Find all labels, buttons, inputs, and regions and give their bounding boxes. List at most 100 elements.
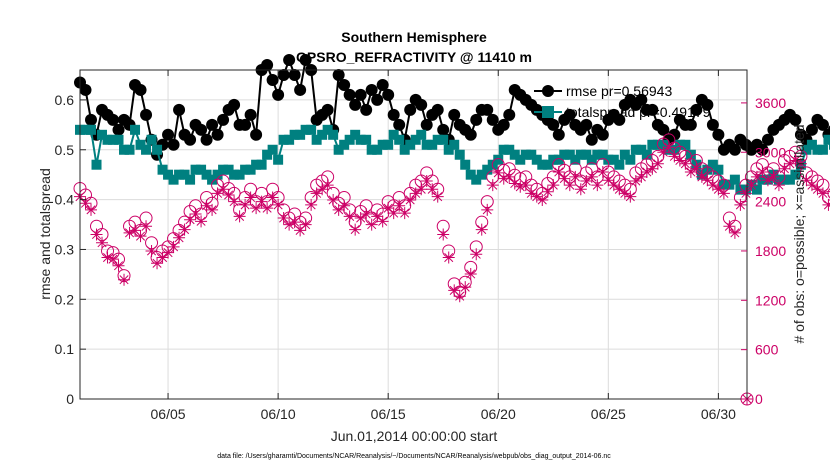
x-tick-label: 06/15 [371, 406, 406, 422]
assimilated-point [140, 220, 153, 233]
totalspread-point [823, 134, 830, 145]
rmse-point [239, 118, 252, 131]
assimilated-point [822, 198, 830, 211]
totalspread-point [790, 169, 801, 180]
assimilated-point [684, 165, 697, 178]
rmse-point [552, 128, 565, 141]
assimilated-point [794, 157, 807, 170]
totalspread-point [179, 169, 190, 180]
totalspread-point [289, 129, 300, 140]
rmse-point [486, 113, 499, 126]
totalspread-point [581, 149, 592, 160]
totalspread-point [234, 169, 245, 180]
totalspread-point [603, 154, 614, 165]
totalspread-point [333, 144, 344, 155]
legend-spread-label: totalspread pr=0.49179 [566, 104, 711, 120]
assimilated-point [816, 187, 829, 200]
totalspread-point [608, 154, 619, 165]
y-tick-label: 0.5 [55, 142, 75, 158]
totalspread-point [157, 164, 168, 175]
assimilated-point [651, 157, 664, 170]
assimilated-point [415, 183, 428, 196]
totalspread-point [141, 144, 152, 155]
assimilated-point [85, 203, 98, 216]
totalspread-point [388, 129, 399, 140]
assimilated-point [514, 180, 527, 193]
assimilated-point [343, 210, 356, 223]
assimilated-point [805, 179, 818, 192]
rmse-point [206, 118, 219, 131]
totalspread-point [713, 164, 724, 175]
assimilated-point [706, 179, 719, 192]
assimilated-point [118, 273, 131, 286]
totalspread-point [718, 179, 729, 190]
assimilated-point [800, 174, 813, 187]
totalspread-point [185, 174, 196, 185]
y-right-tick-label: 1200 [755, 292, 786, 308]
y-axis-right-label: # of obs: o=possible; ×=assimilated [791, 124, 807, 343]
assimilated-point [129, 224, 142, 237]
rmse-point [448, 108, 461, 121]
assimilated-point [789, 154, 802, 167]
rmse-point [684, 118, 697, 131]
totalspread-point [498, 144, 509, 155]
assimilated-point [536, 193, 549, 206]
totalspread-point [806, 139, 817, 150]
rmse-point [382, 88, 395, 101]
assimilated-point [464, 267, 477, 280]
assimilated-point [398, 207, 411, 220]
totalspread-point [729, 174, 740, 185]
rmse-point [349, 98, 362, 111]
assimilated-point [250, 202, 263, 215]
totalspread-point [735, 184, 746, 195]
assimilated-point [723, 220, 736, 233]
totalspread-point [97, 129, 108, 140]
y-axis-label: rmse and totalspread [37, 168, 53, 300]
rmse-point [107, 113, 120, 126]
totalspread-point [636, 144, 647, 155]
assimilated-point [481, 203, 494, 216]
assimilated-point [624, 190, 637, 203]
totalspread-point [273, 154, 284, 165]
rmse-point [211, 128, 224, 141]
assimilated-point [558, 172, 571, 185]
assimilated-point [662, 141, 675, 154]
totalspread-point [278, 134, 289, 145]
series-assimilated [74, 141, 830, 303]
assimilated-point [646, 162, 659, 175]
assimilated-point [79, 197, 92, 210]
totalspread-point [553, 154, 564, 165]
assimilated-point [437, 228, 450, 241]
assimilated-point [123, 226, 136, 239]
assimilated-point [448, 284, 461, 297]
x-tick-label: 06/20 [481, 406, 516, 422]
totalspread-point [416, 129, 427, 140]
totalspread-point [86, 124, 97, 135]
assimilated-point [107, 253, 120, 266]
assimilated-point [151, 257, 164, 270]
chart-title: Southern Hemisphere [341, 29, 487, 45]
assimilated-point [393, 199, 406, 212]
assimilated-point [409, 187, 422, 200]
assimilated-point [371, 210, 384, 223]
assimilated-point [277, 212, 290, 225]
totalspread-point [152, 144, 163, 155]
rmse-point [162, 128, 175, 141]
rmse-point [816, 118, 829, 131]
totalspread-point [421, 139, 432, 150]
totalspread-point [300, 124, 311, 135]
assimilated-point [310, 187, 323, 200]
assimilated-point [327, 193, 340, 206]
rmse-point [657, 123, 670, 136]
totalspread-point [113, 134, 124, 145]
rmse-point [497, 118, 510, 131]
totalspread-point [366, 144, 377, 155]
totalspread-point [229, 169, 240, 180]
rmse-point [393, 118, 406, 131]
totalspread-point [306, 124, 317, 135]
totalspread-point [757, 174, 768, 185]
totalspread-point [190, 164, 201, 175]
rmse-point [195, 123, 208, 136]
rmse-point [277, 68, 290, 81]
assimilated-point [112, 259, 125, 272]
